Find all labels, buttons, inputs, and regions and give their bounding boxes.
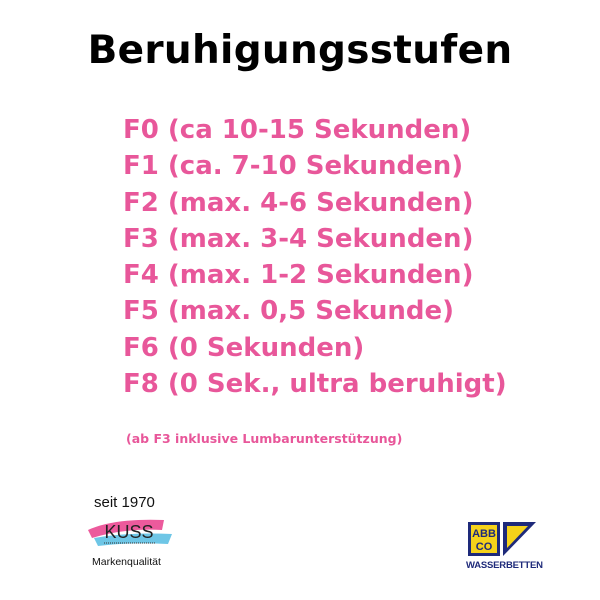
kuss-wordmark: KUSS (104, 522, 153, 542)
level-item: F8 (0 Sek., ultra beruhigt) (123, 369, 507, 400)
abbco-logo-icon: ABB CO (468, 522, 536, 556)
level-item: F1 (ca. 7-10 Sekunden) (123, 151, 464, 182)
level-item: F6 (0 Sekunden) (123, 332, 365, 363)
level-item: F4 (max. 1-2 Sekunden) (123, 260, 474, 291)
footnote: (ab F3 inklusive Lumbarunterstützung) (126, 431, 403, 446)
level-item: F0 (ca 10-15 Sekunden) (123, 115, 472, 145)
abbco-logo: ABB CO WASSERBETTEN (466, 520, 543, 580)
kuss-logo: seit 1970 KUSS Markenqualität (84, 494, 180, 574)
abbco-tagline: WASSERBETTEN (466, 560, 543, 571)
page-title: Beruhigungsstufen (87, 28, 513, 73)
level-item: F3 (max. 3-4 Sekunden) (123, 223, 474, 254)
kuss-brush-logo-icon: KUSS (88, 519, 172, 546)
abbco-bottom-text: CO (476, 541, 493, 553)
tagline-text: Markenqualität (92, 556, 161, 568)
abbco-top-text: ABB (472, 528, 496, 540)
level-item: F5 (max. 0,5 Sekunde) (123, 296, 455, 327)
since-text: seit 1970 (94, 494, 155, 511)
level-list: F0 (ca 10-15 Sekunden) F1 (ca. 7-10 Seku… (123, 112, 507, 402)
level-item: F2 (max. 4-6 Sekunden) (123, 187, 474, 218)
